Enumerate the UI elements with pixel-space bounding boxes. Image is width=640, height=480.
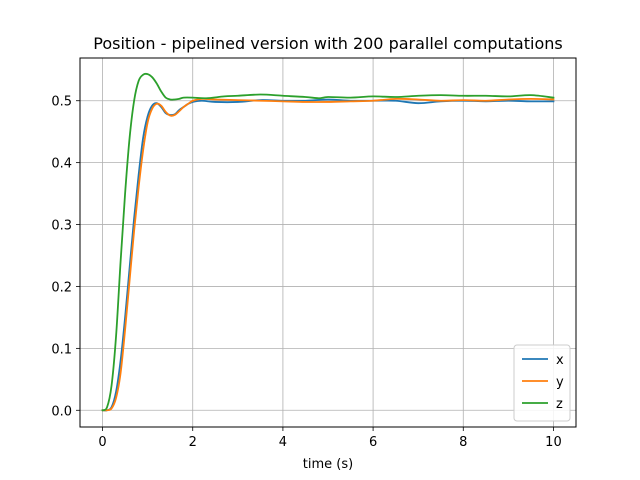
y-tick-label: 0.0	[51, 404, 72, 419]
grid	[80, 58, 576, 427]
x-axis-label: time (s)	[303, 457, 353, 472]
chart-title: Position - pipelined version with 200 pa…	[93, 34, 562, 53]
legend-label-x: x	[556, 353, 564, 368]
x-tick-label: 2	[189, 435, 197, 450]
series-line-z	[101, 72, 555, 412]
series-line-y	[101, 97, 555, 412]
y-tick-label: 0.2	[51, 280, 72, 295]
x-tick-label: 4	[279, 435, 287, 450]
legend-box	[513, 344, 571, 422]
y-tick-label: 0.1	[51, 342, 72, 357]
x-tick-label: 6	[369, 435, 377, 450]
x-tick-label: 0	[98, 435, 106, 450]
legend: xyz	[513, 344, 571, 422]
y-tick-label: 0.4	[51, 157, 72, 172]
y-tick-label: 0.3	[51, 219, 72, 234]
y-tick-label: 0.5	[51, 95, 72, 110]
legend-label-y: y	[556, 375, 564, 390]
series-lines	[101, 72, 555, 412]
plot-frame	[79, 57, 577, 428]
axis-ticks: 0 2 4 6 8 10 0.0 0.1 0.2 0.3 0.4 0.5	[51, 95, 561, 450]
x-tick-label: 8	[459, 435, 467, 450]
legend-label-z: z	[556, 397, 563, 412]
x-tick-label: 10	[545, 435, 562, 450]
